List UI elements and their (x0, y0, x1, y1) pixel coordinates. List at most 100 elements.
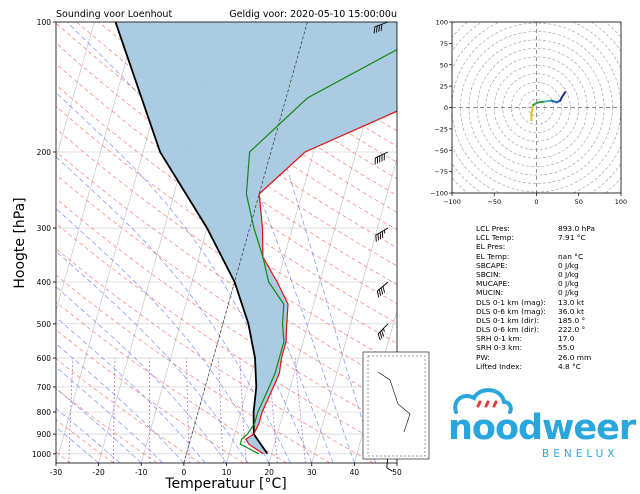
hodograph-grid (452, 22, 621, 193)
barb-flag (376, 290, 380, 298)
param-value: 17.0 (558, 334, 575, 344)
param-label: SBCIN: (476, 269, 501, 279)
y-tick-label: 200 (37, 148, 52, 157)
moist-adiabat (56, 343, 185, 463)
hodograph-segment (537, 100, 546, 104)
mixing-ratio-line (294, 357, 306, 463)
hodograph-ring (510, 81, 563, 134)
hodograph-ticks: −100 −50 0 50 100 −100 −75 −50 −25 0 25 50 75 100 (430, 19, 627, 207)
barb-flag (379, 331, 383, 339)
barb-flag (377, 333, 381, 341)
dry-adiabat (56, 301, 287, 463)
param-label: DLS 0-1 km (dir): (476, 315, 540, 325)
barb-flag (374, 157, 376, 165)
moist-adiabat (56, 250, 249, 463)
hodograph-segment (562, 91, 567, 96)
barb-flag (380, 287, 384, 295)
dry-adiabat (120, 22, 397, 213)
x-tick-label: 10 (222, 468, 232, 477)
mixing-ratio-line (268, 357, 278, 463)
param-value: 185.0 ° (558, 315, 586, 325)
dewpoint-profile (239, 48, 397, 455)
hodo-y-tick-label: −25 (434, 125, 448, 133)
param-label: SRH 0-3 km: (476, 343, 523, 353)
param-label: LCL Temp: (476, 233, 514, 243)
wind-barb (375, 227, 389, 242)
param-value: 7.91 °C (558, 233, 586, 243)
param-label: DLS 0-6 km (dir): (476, 325, 540, 335)
param-value: 222.0 ° (558, 325, 586, 335)
hodograph-segment (530, 103, 535, 116)
barb-half-flag (382, 328, 385, 332)
cape-shading (115, 22, 397, 454)
y-tick-label: 700 (37, 383, 52, 392)
isotherm-line (311, 157, 397, 463)
param-value: 55.0 (558, 343, 575, 353)
isotherm-line (56, 22, 95, 160)
param-label: EL Temp: (476, 251, 510, 261)
x-tick-label: 30 (307, 468, 317, 477)
barb-flag (381, 330, 385, 337)
zero-isotherm (183, 22, 308, 463)
hodo-y-tick-label: 100 (436, 19, 448, 27)
hodograph-trace (530, 91, 567, 122)
param-value: 4.8 °C (558, 361, 581, 371)
hodo-x-tick-label: 0 (534, 198, 538, 206)
param-value: 36.0 kt (558, 306, 584, 316)
x-tick-label: 50 (392, 468, 402, 477)
hodo-y-tick-label: 50 (440, 61, 448, 69)
logo-subtitle: BENELUX (542, 448, 619, 460)
dry-adiabat (56, 419, 115, 463)
barb-flag (383, 153, 385, 161)
param-value: 0 J/kg (558, 279, 579, 289)
barb-flag (386, 467, 393, 472)
barb-flag (379, 155, 381, 163)
header-right-title: Geldig voor: 2020-05-10 15:00:00u (229, 9, 397, 20)
hodo-y-tick-label: −50 (434, 147, 448, 155)
hodo-x-tick-label: 50 (575, 198, 583, 206)
x-tick-label: -30 (50, 468, 62, 477)
param-value: nan °C (558, 251, 584, 261)
hodo-y-tick-label: −75 (434, 168, 448, 176)
barb-flag (375, 235, 377, 242)
param-value: 0 J/kg (558, 288, 579, 298)
y-tick-label: 400 (37, 278, 52, 287)
moist-adiabat (56, 156, 291, 463)
header-left-title: Sounding voor Loenhout (56, 9, 172, 20)
x-tick-label: 20 (264, 468, 274, 477)
param-label: EL Pres: (476, 242, 506, 252)
isotherm-line (0, 22, 9, 463)
mixing-ratio-line (239, 357, 247, 463)
skewt-ticks: -30 -20 -10 0 10 20 30 40 50 100 200 300 400 500 600 70… (32, 18, 402, 477)
wind-barb (376, 281, 389, 298)
barb-flag (377, 233, 379, 241)
dry-adiabat (56, 222, 397, 453)
barb-flag (373, 26, 376, 34)
barb-flag (378, 25, 380, 32)
param-value: 0 J/kg (558, 269, 579, 279)
mixing-ratio-line (218, 357, 224, 463)
param-label: DLS 0-6 km (mag): (476, 306, 546, 316)
param-label: SBCAPE: (476, 260, 508, 270)
hodo-y-tick-label: 0 (444, 104, 448, 112)
hodo-y-tick-label: 75 (440, 40, 448, 48)
y-tick-label: 900 (37, 430, 52, 439)
mixing-ratio-line (68, 357, 74, 463)
noodweer-logo: noodweer BENELUX (448, 386, 636, 466)
barb-flag (379, 232, 382, 240)
param-value: 893.0 hPa (558, 224, 595, 233)
y-tick-label: 100 (37, 18, 52, 27)
mixing-ratio-line (112, 357, 116, 463)
dry-adiabat (56, 174, 397, 408)
param-label: MUCAPE: (476, 279, 510, 289)
x-tick-label: -10 (135, 468, 147, 477)
wind-barb (373, 21, 389, 34)
param-label: LCL Pres: (476, 224, 510, 233)
hodo-x-tick-label: −50 (487, 198, 501, 206)
moist-adiabat (56, 366, 163, 463)
logo-word: noodweer (448, 408, 636, 448)
hodo-y-tick-label: −100 (430, 190, 448, 198)
y-tick-label: 500 (37, 320, 52, 329)
moist-adiabat (56, 208, 270, 463)
